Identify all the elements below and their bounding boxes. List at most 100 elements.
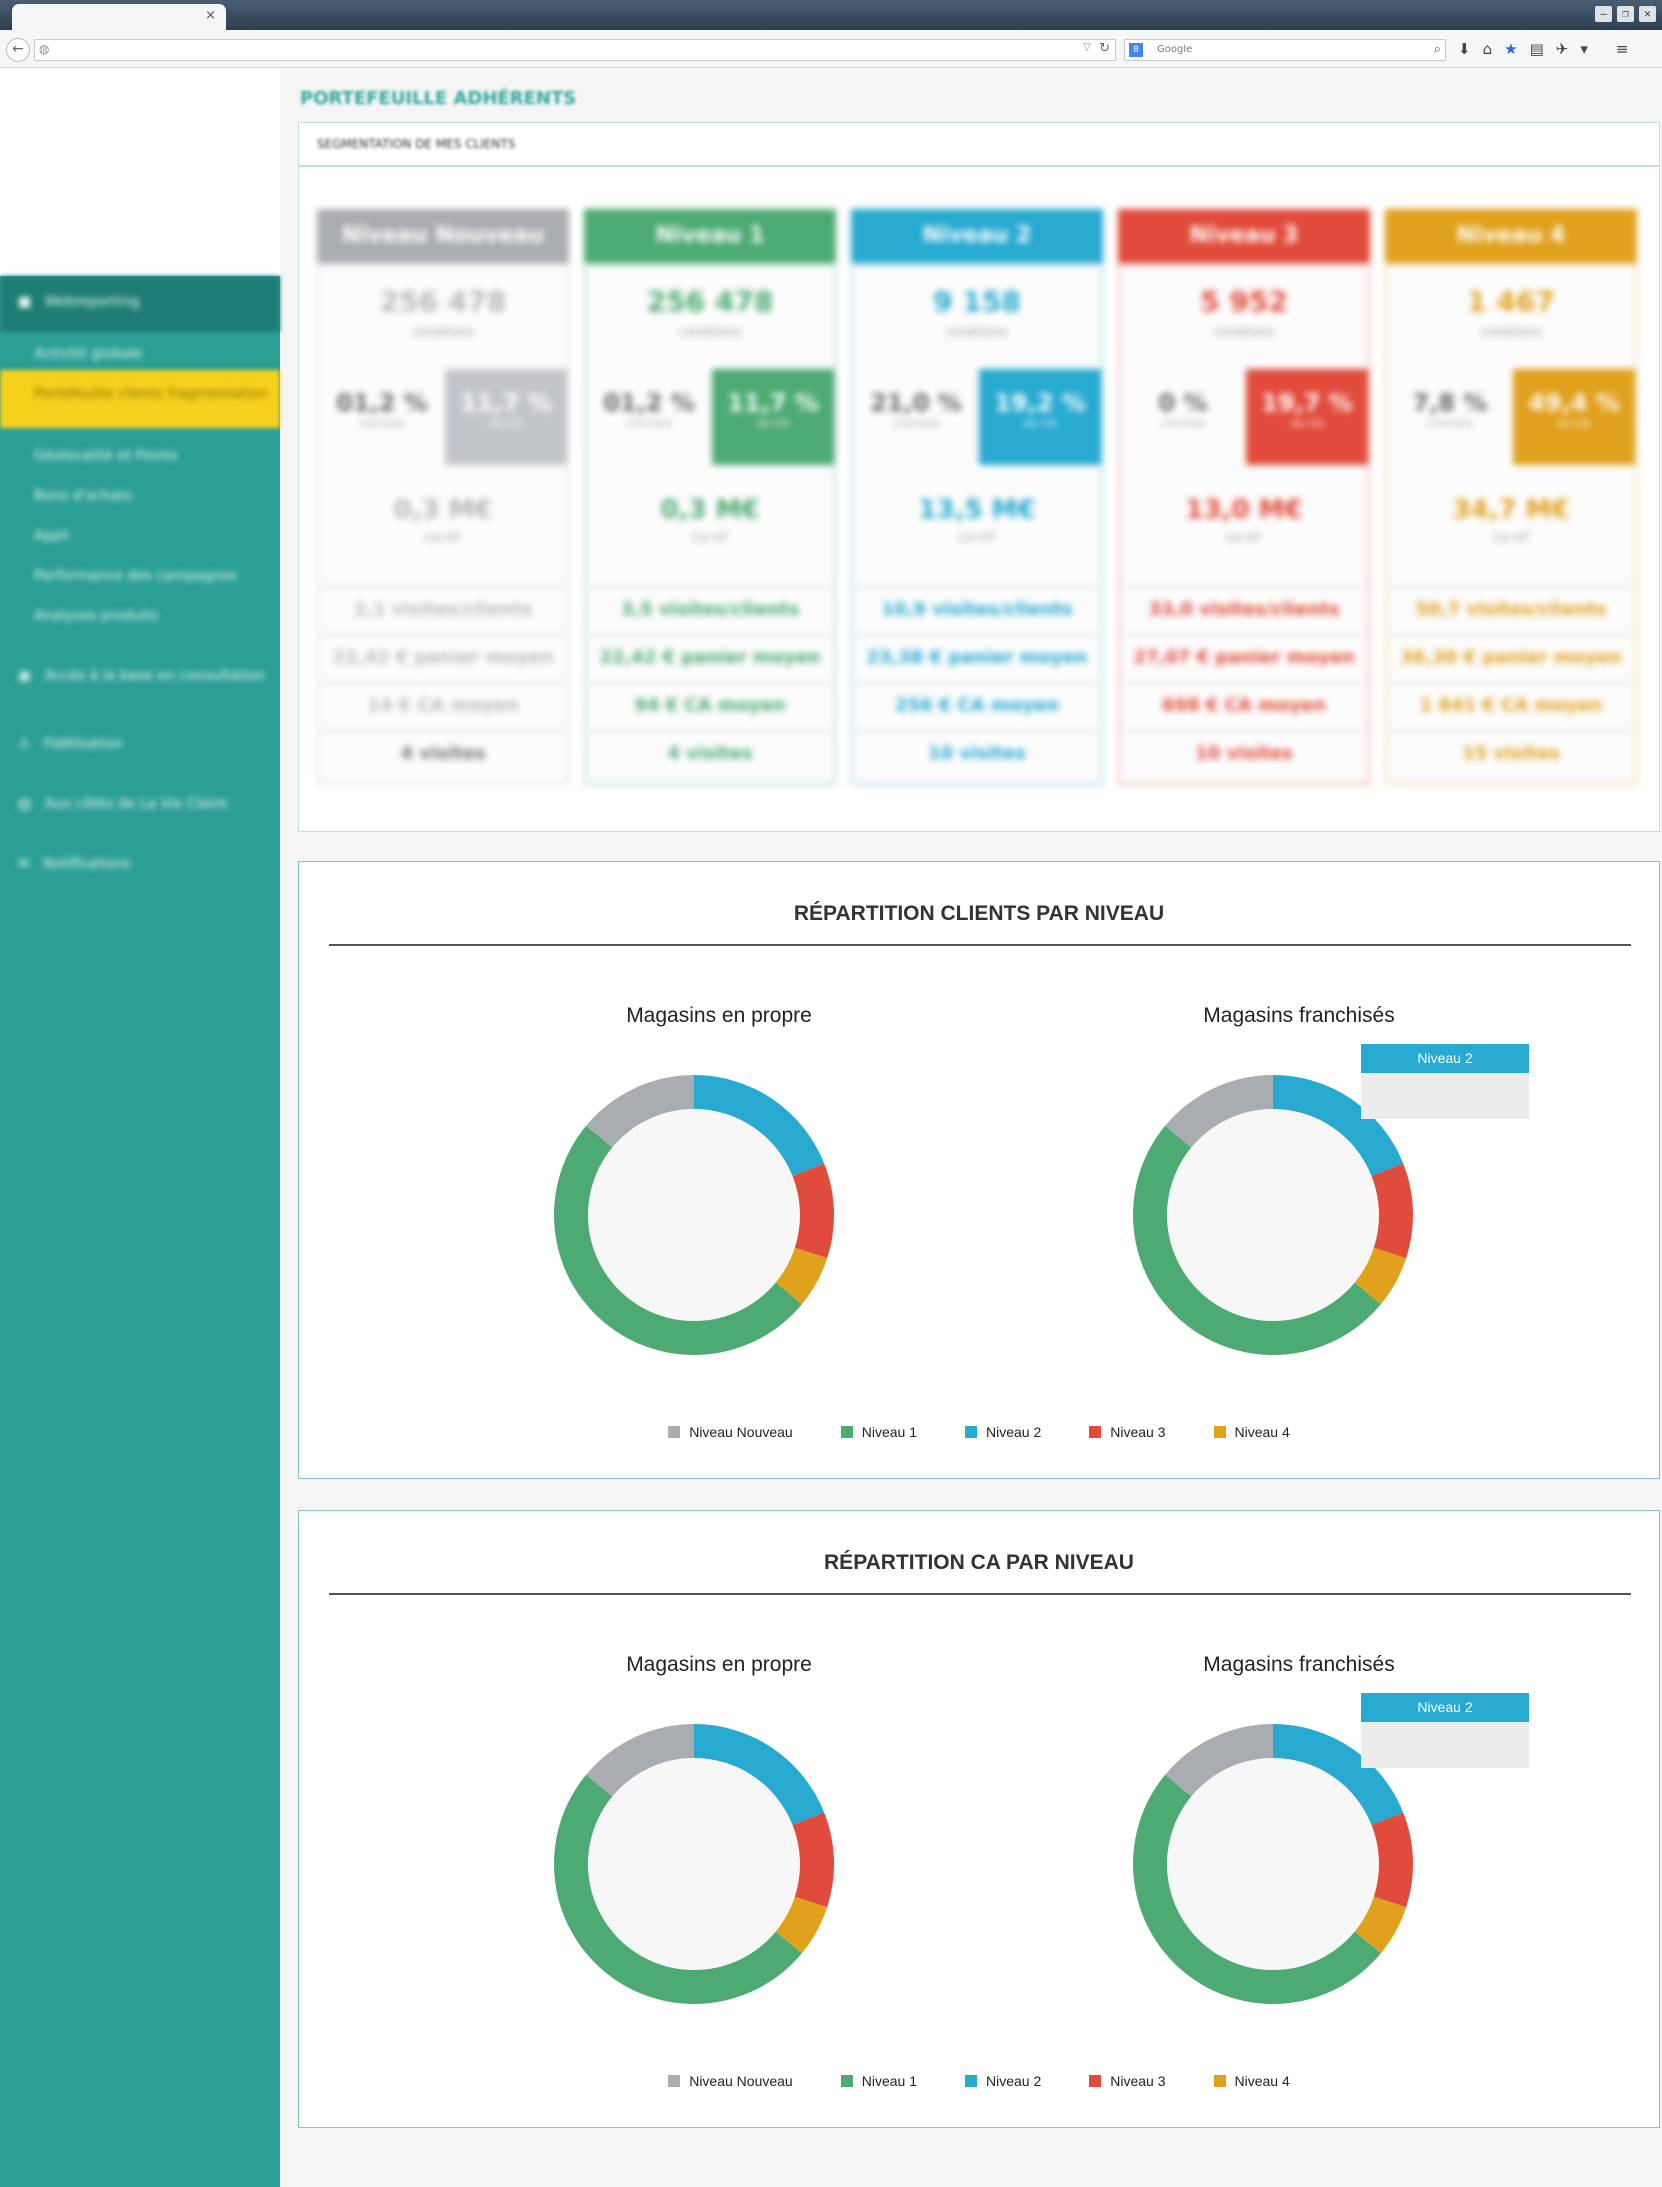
browser-navbar: ← ◍ ▽ ↻ 8 Google ⌕ ⬇ ⌂ ★ ▤ ✈ ▾ ≡ xyxy=(0,30,1662,68)
slice-niveau-3 xyxy=(792,1163,834,1259)
search-input[interactable]: Google xyxy=(1157,44,1193,55)
search-bar[interactable]: 8 Google ⌕ xyxy=(1124,39,1446,61)
close-window-icon[interactable]: ✕ xyxy=(1639,6,1656,22)
donut-subtitle: Magasins franchisés xyxy=(1203,1653,1395,1676)
divider xyxy=(329,944,1631,946)
menu-icon[interactable]: ≡ xyxy=(1615,40,1629,58)
sidebar-item-webreporting[interactable]: ■ Webreporting xyxy=(18,294,140,310)
url-dropdown-icon[interactable]: ▽ xyxy=(1083,42,1091,53)
sidebar-item-activite[interactable]: Activité globale xyxy=(34,346,143,362)
sidebar-item-performance[interactable]: Performance des campagnes xyxy=(34,568,238,584)
sidebar-nav: ■ Webreporting Activité globale Portefeu… xyxy=(0,276,280,2187)
legend-label: Niveau 4 xyxy=(1234,2073,1290,2089)
level-share-clients: 21,0 % clientèle xyxy=(870,389,962,430)
donut-center xyxy=(588,1758,800,1970)
search-engine-icon[interactable]: 8 xyxy=(1129,43,1143,57)
level-stat-row: 50,7 visites/clients xyxy=(1387,585,1635,633)
download-icon[interactable]: ⬇ xyxy=(1458,40,1471,58)
sidebar-item-notifications[interactable]: ✉ Notifications xyxy=(18,856,131,872)
legend-swatch xyxy=(964,1426,977,1438)
sidebar-item-portefeuille[interactable]: Portefeuille clients fragmentation xyxy=(34,386,268,402)
level-stat-row: 2,1 visites/clients xyxy=(319,585,567,633)
slice-niveau-1 xyxy=(1133,1125,1381,1355)
level-ca: 0,3 M€ xyxy=(660,495,760,525)
level-count-label: conditions xyxy=(946,325,1008,339)
tab-close-icon[interactable]: × xyxy=(205,8,216,23)
ca-chart-panel: RÉPARTITION CA PAR NIVEAU Magasins en pr… xyxy=(298,1510,1660,2128)
legend-item[interactable]: Niveau Nouveau xyxy=(668,1424,793,1440)
legend-swatch xyxy=(1213,2075,1226,2087)
legend-swatch xyxy=(1213,1426,1226,1438)
donut-chart[interactable] xyxy=(549,1719,839,2009)
legend-swatch xyxy=(668,1426,681,1438)
legend-item[interactable]: Niveau 4 xyxy=(1213,1424,1290,1440)
donut-center xyxy=(588,1109,800,1321)
legend-label: Niveau 2 xyxy=(985,1424,1042,1440)
level-column: Niveau Nouveau 256 478 conditions 01,2 %… xyxy=(317,209,569,785)
page-title: PORTEFEUILLE ADHÉRENTS xyxy=(300,88,577,109)
minimize-icon[interactable]: – xyxy=(1595,6,1612,22)
slice-niveau-nouveau xyxy=(586,1075,694,1148)
bookmark-star-icon[interactable]: ★ xyxy=(1504,40,1518,58)
browser-tab[interactable]: × xyxy=(12,4,226,30)
level-count-label: conditions xyxy=(679,325,741,339)
level-count: 1 467 xyxy=(1467,285,1555,318)
clients-chart-panel: RÉPARTITION CLIENTS PAR NIVEAU Magasins … xyxy=(298,861,1660,1479)
legend-item[interactable]: Niveau 3 xyxy=(1089,1424,1166,1440)
sidebar-item-analyses[interactable]: Analyses produits xyxy=(34,608,159,624)
sidebar-item-acces[interactable]: ▣ Accès à la base en consultation xyxy=(18,668,266,684)
back-arrow-icon[interactable]: ← xyxy=(6,38,30,62)
sidebar-item-aux-cotes[interactable]: ▤ Aux côtés de La Vie Claire xyxy=(18,796,228,812)
legend-item[interactable]: Niveau 1 xyxy=(840,2073,917,2089)
more-dropdown-icon[interactable]: ▾ xyxy=(1580,40,1588,58)
main-content: PORTEFEUILLE ADHÉRENTS SEGMENTATION DE M… xyxy=(280,68,1662,2187)
legend-item[interactable]: Niveau 4 xyxy=(1213,2073,1290,2089)
sidebar-item-bons[interactable]: Bons d'achats xyxy=(34,488,133,504)
slice-niveau-3 xyxy=(1371,1812,1413,1908)
sidebar-item-fidelisation[interactable]: ♙ Fidélisation xyxy=(18,736,123,752)
legend-item[interactable]: Niveau 1 xyxy=(840,1424,917,1440)
level-stat-row: 698 € CA moyen xyxy=(1120,681,1368,729)
chart-panel-title: RÉPARTITION CA PAR NIVEAU xyxy=(824,1551,1134,1574)
segmentation-header: SEGMENTATION DE MES CLIENTS xyxy=(299,123,1659,167)
sidebar-item-active-highlight xyxy=(0,370,280,428)
legend-label: Niveau 3 xyxy=(1110,2073,1166,2089)
level-card: 256 478 conditions 01,2 % clientèle 11,7 … xyxy=(584,263,836,785)
tooltip-label: Niveau 2 xyxy=(1361,1044,1529,1073)
level-ca: 0,3 M€ xyxy=(393,495,493,525)
legend-label: Niveau 1 xyxy=(861,2073,917,2089)
slice-niveau-1 xyxy=(554,1125,802,1355)
home-icon[interactable]: ⌂ xyxy=(1482,40,1493,58)
level-header: Niveau 2 xyxy=(851,209,1103,263)
clipboard-icon[interactable]: ▤ xyxy=(1529,40,1544,58)
chart-legend: Niveau Nouveau Niveau 1 Niveau 2 Niveau 3 Ni… xyxy=(299,2073,1659,2089)
legend-item[interactable]: Niveau 2 xyxy=(964,1424,1042,1440)
legend-item[interactable]: Niveau 3 xyxy=(1089,2073,1166,2089)
donut-chart[interactable] xyxy=(1128,1719,1418,2009)
sidebar-item-appli[interactable]: Appli xyxy=(34,528,70,544)
reload-icon[interactable]: ↻ xyxy=(1099,41,1110,56)
donut-subtitle: Magasins en propre xyxy=(626,1653,812,1676)
slice-niveau-nouveau xyxy=(1165,1724,1273,1797)
segmentation-panel: SEGMENTATION DE MES CLIENTS Niveau Nouve… xyxy=(298,122,1660,832)
level-count-label: conditions xyxy=(1213,325,1275,339)
sidebar-item-geolocalite[interactable]: Géolocalité et Points xyxy=(34,448,178,464)
search-icon[interactable]: ⌕ xyxy=(1433,42,1441,57)
legend-item[interactable]: Niveau Nouveau xyxy=(668,2073,793,2089)
legend-label: Niveau 1 xyxy=(861,1424,917,1440)
sidebar-section-header[interactable] xyxy=(0,276,280,332)
url-bar[interactable]: ◍ ▽ ↻ xyxy=(34,39,1116,61)
legend-label: Niveau Nouveau xyxy=(689,2073,793,2089)
level-share-clients: 01,2 % clientèle xyxy=(603,389,695,430)
slice-niveau-4 xyxy=(1354,1247,1407,1305)
level-header: Niveau 4 xyxy=(1385,209,1637,263)
donut-chart[interactable] xyxy=(549,1070,839,1360)
donut-chart[interactable] xyxy=(1128,1070,1418,1360)
restore-icon[interactable]: ❐ xyxy=(1617,6,1634,22)
level-count: 256 478 xyxy=(379,285,507,318)
level-card: 9 158 conditions 21,0 % clientèle 19,2 % d… xyxy=(851,263,1103,785)
slice-niveau-4 xyxy=(1354,1896,1407,1954)
legend-item[interactable]: Niveau 2 xyxy=(964,2073,1041,2089)
level-column: Niveau 2 9 158 conditions 21,0 % clientèl… xyxy=(851,209,1103,785)
plugin-icon[interactable]: ✈ xyxy=(1555,40,1569,58)
